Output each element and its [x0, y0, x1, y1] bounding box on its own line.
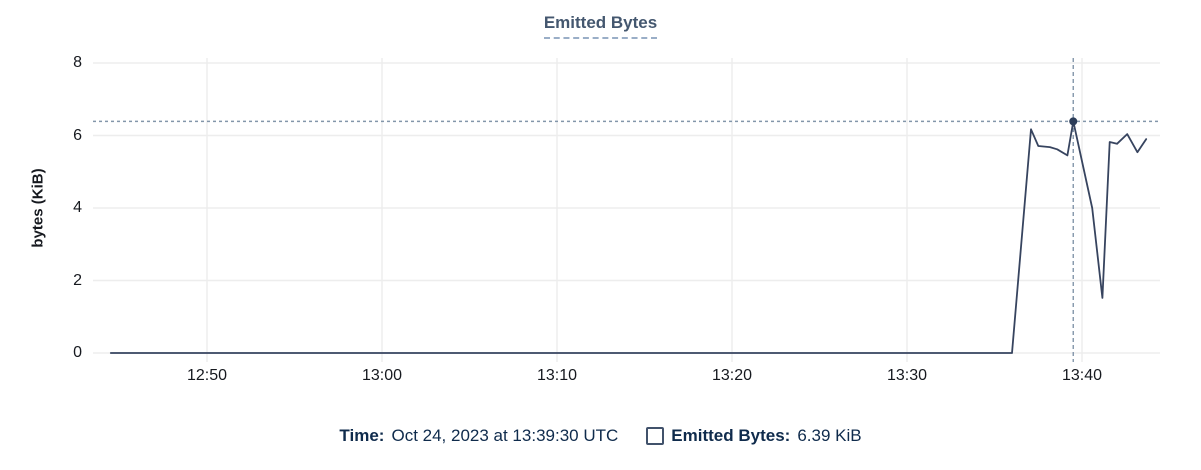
legend-series-label[interactable]: Emitted Bytes:	[671, 426, 791, 445]
legend-time-value: Oct 24, 2023 at 13:39:30 UTC	[391, 426, 619, 445]
y-tick-label: 8	[73, 54, 82, 71]
chart-title[interactable]: Emitted Bytes	[543, 13, 658, 39]
y-tick-label: 4	[73, 199, 82, 216]
chart-title-row: Emitted Bytes	[0, 13, 1201, 39]
x-tick-label: 13:20	[711, 367, 753, 384]
y-tick-label: 0	[73, 344, 82, 361]
x-tick-label: 13:10	[536, 367, 578, 384]
x-tick-label: 13:40	[1061, 367, 1103, 384]
x-tick-label: 13:00	[361, 367, 403, 384]
legend-time-label: Time:	[339, 426, 385, 445]
series-line	[109, 120, 1148, 354]
y-tick-label: 6	[73, 126, 82, 144]
legend-series-checkbox[interactable]	[646, 427, 665, 445]
x-tick-label: 12:50	[186, 367, 228, 384]
legend-series-value: 6.39 KiB	[797, 426, 862, 445]
y-tick-label: 2	[73, 271, 82, 289]
highlight-point[interactable]	[1069, 117, 1078, 126]
x-tick-label: 13:30	[886, 367, 928, 384]
legend: Time: Oct 24, 2023 at 13:39:30 UTC Emitt…	[0, 425, 1201, 447]
